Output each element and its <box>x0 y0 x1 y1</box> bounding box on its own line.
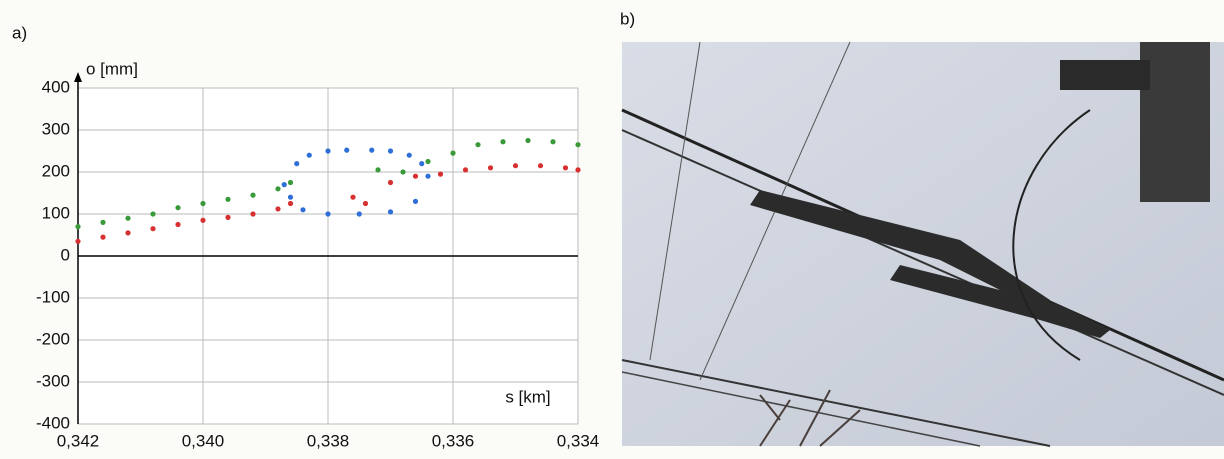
data-point <box>300 207 306 213</box>
data-point <box>387 179 394 186</box>
data-point <box>537 163 544 169</box>
panel-label: a) <box>12 23 27 42</box>
y-axis-label: o [mm] <box>86 59 138 78</box>
data-point <box>550 139 556 145</box>
data-point <box>437 171 444 177</box>
data-point <box>287 179 294 186</box>
data-point <box>200 200 206 207</box>
x-tick-label: 0,340 <box>182 431 225 450</box>
data-point <box>575 142 581 148</box>
data-point <box>275 186 281 192</box>
data-point <box>175 221 181 228</box>
y-tick-label: 100 <box>42 203 70 222</box>
y-tick-label: 400 <box>42 77 70 96</box>
data-point <box>125 215 131 221</box>
x-tick-label: 0,334 <box>557 431 600 450</box>
data-point <box>150 226 156 232</box>
y-tick-label: -200 <box>36 329 70 348</box>
data-point <box>475 142 481 148</box>
data-point <box>425 158 431 165</box>
y-tick-label: 200 <box>42 161 70 180</box>
data-point <box>150 211 156 217</box>
data-point <box>250 211 256 217</box>
data-point <box>125 230 131 236</box>
data-point <box>250 192 256 198</box>
data-point <box>281 182 287 188</box>
data-point <box>175 205 181 211</box>
data-point <box>562 165 569 171</box>
axis-arrow <box>74 72 82 82</box>
x-tick-label: 0,342 <box>57 431 100 450</box>
data-point <box>275 206 281 212</box>
data-point <box>387 148 394 154</box>
y-tick-label: -100 <box>36 287 70 306</box>
data-point <box>406 152 412 158</box>
data-point <box>412 198 419 204</box>
photo <box>621 41 1224 447</box>
data-point <box>325 211 331 217</box>
data-point <box>369 147 375 153</box>
data-point <box>500 139 506 145</box>
data-point <box>344 147 350 153</box>
data-point <box>375 167 381 173</box>
data-point <box>362 200 369 207</box>
data-point <box>462 167 469 173</box>
data-point <box>512 163 519 169</box>
y-tick-label: -300 <box>36 371 70 390</box>
data-point <box>419 161 425 167</box>
data-point <box>287 200 294 207</box>
data-point <box>325 148 331 154</box>
data-point <box>100 234 106 240</box>
data-point <box>100 219 106 225</box>
data-point <box>356 211 362 217</box>
x-axis-label: s [km] <box>505 387 550 406</box>
data-point <box>75 238 81 244</box>
data-point <box>75 224 81 230</box>
data-point <box>400 169 406 175</box>
data-point <box>450 150 456 156</box>
data-point <box>306 152 312 158</box>
data-point <box>412 173 419 179</box>
data-point <box>225 214 231 220</box>
data-point <box>487 165 494 171</box>
y-tick-label: -400 <box>36 413 70 432</box>
y-tick-label: 0 <box>61 245 70 264</box>
data-point <box>294 161 300 167</box>
data-point <box>387 209 394 215</box>
data-point <box>200 217 206 223</box>
data-point <box>350 194 356 200</box>
data-point <box>425 173 431 179</box>
data-point <box>525 137 531 144</box>
data-point <box>225 196 231 202</box>
data-point <box>575 167 581 173</box>
data-point <box>287 194 294 200</box>
x-tick-label: 0,338 <box>307 431 350 450</box>
x-tick-label: 0,336 <box>432 431 475 450</box>
panel-label: b) <box>620 9 635 28</box>
y-tick-label: 300 <box>42 119 70 138</box>
